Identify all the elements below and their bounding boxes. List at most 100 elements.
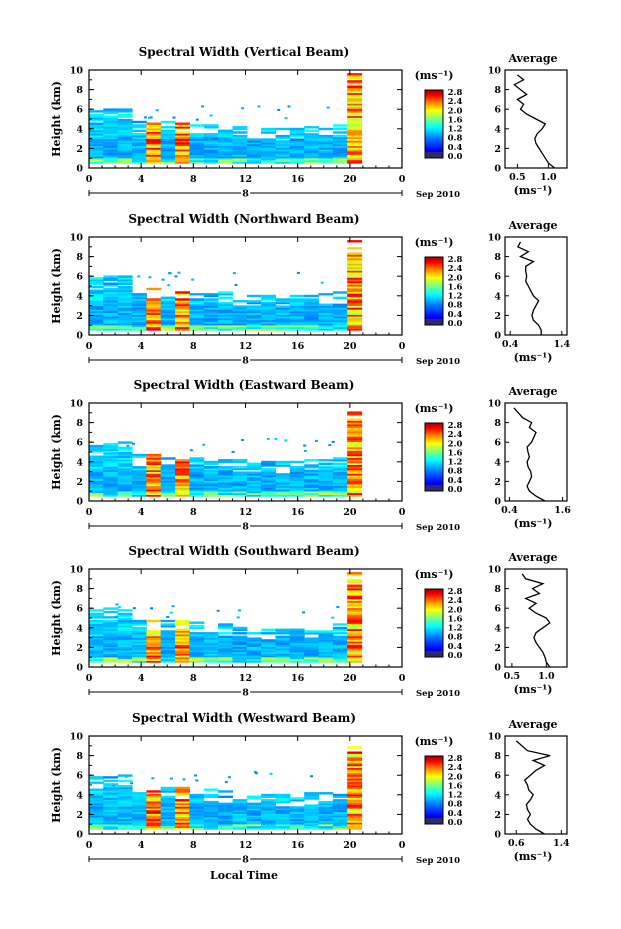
heatmap-cell (261, 464, 276, 467)
heatmap-cell (347, 753, 363, 756)
heatmap-cell (347, 807, 363, 811)
heatmap-cell (289, 487, 305, 490)
heatmap-cell (318, 310, 334, 314)
colorbar-tick-label: 0.0 (448, 651, 463, 661)
heatmap-cell (332, 656, 348, 660)
heatmap-cell (189, 466, 205, 469)
heatmap-cell (347, 815, 363, 818)
heatmap-cell (189, 651, 205, 654)
heatmap-cell (218, 466, 233, 469)
heatmap-cell (189, 326, 205, 329)
date-label: 8 (242, 688, 249, 699)
heatmap-cell (175, 827, 190, 830)
heatmap-cell (146, 804, 162, 807)
heatmap-cell (304, 792, 320, 795)
heatmap-cell (203, 466, 219, 469)
heatmap-cell (347, 305, 363, 308)
heatmap-cell (89, 457, 104, 460)
heatmap-cell (160, 799, 176, 802)
heatmap-cell (261, 492, 276, 495)
heatmap-cell (261, 482, 276, 485)
heatmap-cell (289, 147, 305, 150)
heatmap-cell (347, 635, 363, 638)
heatmap-cell (332, 482, 348, 485)
heatmap-cell (103, 120, 119, 124)
heatmap-cell (146, 811, 162, 814)
heatmap-cell (89, 448, 104, 451)
heatmap-cell (132, 807, 147, 811)
heatmap-cell (289, 630, 305, 633)
heatmap-cell (347, 607, 363, 610)
heatmap-cell (347, 755, 363, 758)
heatmap-cell (117, 122, 133, 125)
heatmap-cell (203, 811, 219, 814)
colorbar-tick-label: 1.2 (448, 125, 463, 135)
heatmap-cell (304, 630, 320, 633)
heatmap-cell (289, 494, 305, 497)
heatmap-cell (289, 648, 305, 651)
heatmap-cell (146, 478, 162, 481)
heatmap-cell (89, 802, 104, 805)
heatmap-cell (318, 633, 334, 637)
heatmap-cell (347, 626, 363, 630)
heatmap-cell (347, 813, 363, 816)
heatmap-cell (160, 145, 176, 148)
heatmap-cell (146, 646, 162, 649)
heatmap-cell (232, 639, 248, 642)
heatmap-cell (89, 640, 104, 644)
heatmap-cell (218, 490, 233, 494)
heatmap-cell (347, 271, 363, 275)
heatmap-cell (203, 303, 219, 306)
heatmap-cell (218, 138, 233, 141)
heatmap-cell (189, 156, 205, 159)
heatmap-cell (347, 473, 363, 476)
heatmap-cell (347, 441, 363, 444)
heatmap-cell (160, 476, 176, 480)
heatmap-cell (318, 487, 334, 490)
heatmap-cell (289, 324, 305, 328)
colorbar-lowest-band (425, 651, 443, 657)
heatmap-cell (218, 818, 233, 821)
heatmap-cell (160, 314, 176, 317)
heatmap-cell (261, 646, 276, 649)
heatmap-cell (318, 317, 334, 321)
heatmap-cell (318, 156, 334, 159)
heatmap-cell (246, 300, 262, 303)
heatmap-cell (175, 300, 190, 303)
heatmap-cell (332, 485, 348, 488)
heatmap-cell (103, 317, 119, 321)
heatmap-cell (132, 149, 147, 152)
heatmap-cell (232, 644, 248, 647)
heatmap-cell (175, 138, 190, 141)
heatmap-cell (347, 779, 363, 783)
heatmap-cell (189, 487, 205, 490)
colorbar-frame (424, 422, 444, 492)
heatmap-cell (117, 110, 133, 113)
heatmap-cell (304, 809, 320, 813)
colorbar-tick-label: 2.4 (448, 596, 463, 606)
profile-y-tick-label: 0 (494, 164, 501, 175)
heatmap-cell (318, 462, 334, 465)
heatmap-cell (146, 324, 162, 328)
heatmap-cell (160, 635, 176, 638)
heatmap-cell (232, 300, 248, 303)
heatmap-cell (203, 806, 219, 809)
heatmap-cell (203, 483, 219, 487)
heatmap-cell (175, 460, 190, 464)
heatmap-cell (246, 159, 262, 162)
heatmap-cell (103, 462, 119, 465)
heatmap-cell (189, 806, 205, 809)
heatmap-cell (261, 321, 276, 324)
heatmap-cell (318, 482, 334, 485)
heatmap-cell (347, 293, 363, 296)
heatmap-cell (160, 298, 176, 301)
heatmap-cell (261, 816, 276, 820)
heatmap-cell (347, 275, 363, 278)
y-tick-label: 4 (76, 623, 83, 634)
heatmap-cell (132, 120, 147, 124)
heatmap-cell (89, 485, 104, 488)
heatmap-cell (304, 478, 320, 481)
heatmap-cell (347, 261, 363, 264)
heatmap-cell (218, 321, 233, 324)
